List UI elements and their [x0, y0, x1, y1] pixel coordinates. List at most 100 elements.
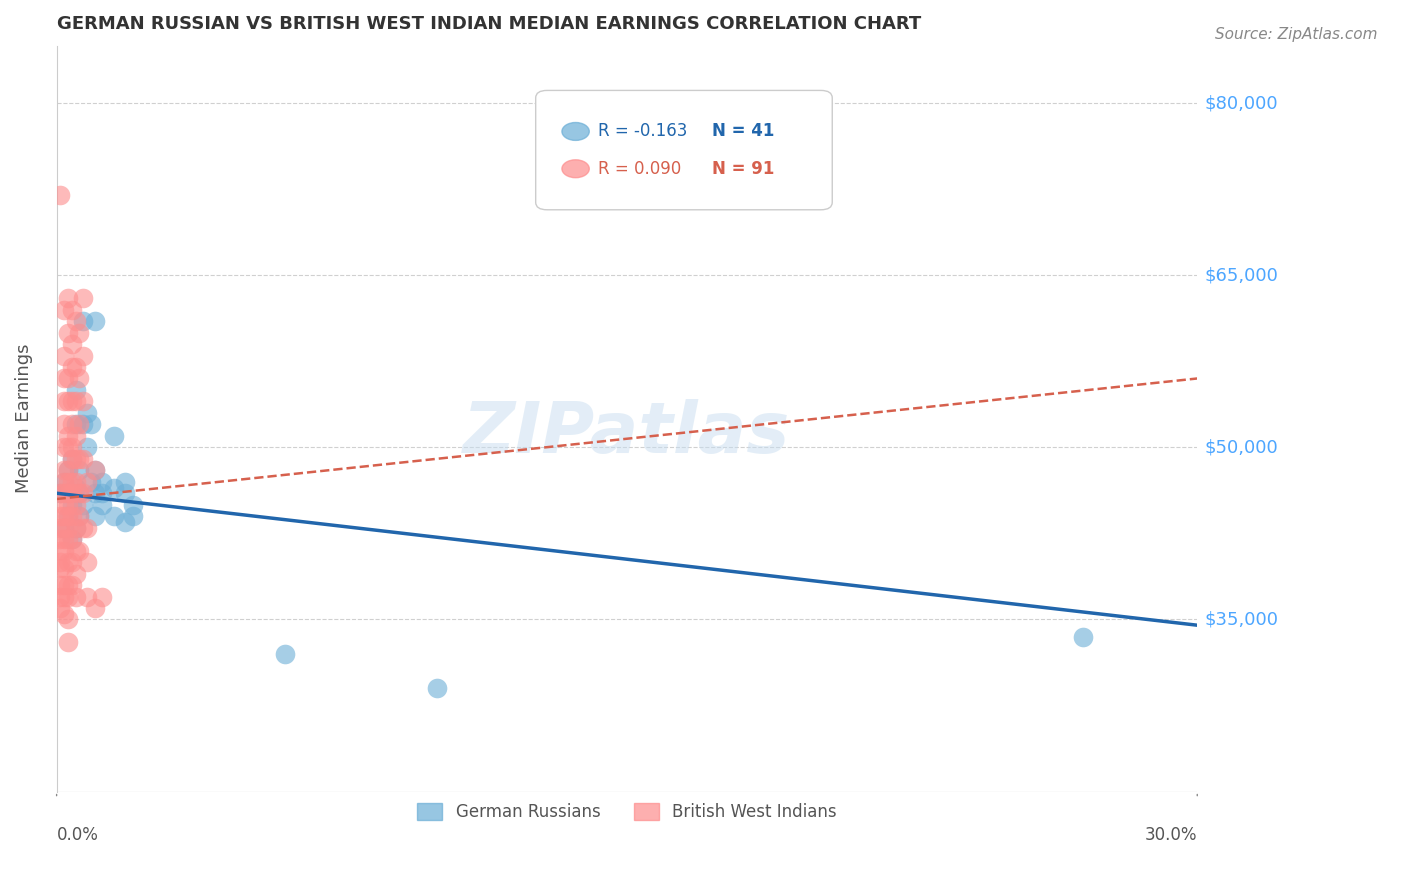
Point: [65, 475, 87, 489]
Point: [65, 481, 87, 495]
Point: [67, 509, 90, 524]
Text: GERMAN RUSSIAN VS BRITISH WEST INDIAN MEDIAN EARNINGS CORRELATION CHART: GERMAN RUSSIAN VS BRITISH WEST INDIAN ME…: [56, 15, 921, 33]
Text: Source: ZipAtlas.com: Source: ZipAtlas.com: [1215, 27, 1378, 42]
Circle shape: [562, 160, 589, 178]
Circle shape: [562, 122, 589, 140]
Point: [56, 440, 79, 454]
Point: [56, 521, 79, 535]
Point: [53, 498, 76, 512]
FancyBboxPatch shape: [536, 90, 832, 210]
Point: [60, 417, 83, 432]
Point: [53, 578, 76, 592]
Point: [56, 635, 79, 649]
Text: R = -0.163: R = -0.163: [599, 122, 688, 140]
Point: [67, 486, 90, 500]
Point: [53, 475, 76, 489]
Point: [65, 543, 87, 558]
Point: [60, 302, 83, 317]
Point: [80, 417, 103, 432]
Point: [67, 371, 90, 385]
Point: [76, 475, 98, 489]
Text: R = 0.090: R = 0.090: [599, 160, 682, 178]
Point: [121, 509, 143, 524]
Point: [56, 486, 79, 500]
Point: [72, 314, 94, 328]
Point: [65, 359, 87, 374]
Point: [426, 681, 449, 696]
Point: [91, 498, 114, 512]
Point: [56, 532, 79, 546]
Text: $50,000: $50,000: [1205, 438, 1278, 457]
Point: [72, 498, 94, 512]
Point: [103, 509, 125, 524]
Point: [49, 543, 72, 558]
Point: [76, 555, 98, 569]
Point: [53, 509, 76, 524]
Point: [103, 429, 125, 443]
Point: [65, 394, 87, 409]
Point: [67, 451, 90, 466]
Point: [60, 532, 83, 546]
Point: [53, 394, 76, 409]
Text: N = 41: N = 41: [713, 122, 775, 140]
Point: [72, 349, 94, 363]
Point: [76, 406, 98, 420]
Text: 0.0%: 0.0%: [56, 826, 98, 844]
Point: [65, 417, 87, 432]
Point: [72, 486, 94, 500]
Point: [83, 314, 105, 328]
Point: [56, 463, 79, 477]
Point: [83, 509, 105, 524]
Text: ZIPatlas: ZIPatlas: [463, 399, 790, 468]
Point: [53, 463, 76, 477]
Point: [56, 578, 79, 592]
Point: [56, 429, 79, 443]
Point: [91, 475, 114, 489]
Point: [114, 515, 136, 529]
Point: [65, 521, 87, 535]
Point: [65, 590, 87, 604]
Point: [65, 566, 87, 581]
Point: [53, 349, 76, 363]
Point: [60, 498, 83, 512]
Point: [67, 543, 90, 558]
Point: [83, 601, 105, 615]
Point: [49, 187, 72, 202]
Point: [72, 394, 94, 409]
Point: [56, 486, 79, 500]
Point: [65, 521, 87, 535]
Point: [72, 521, 94, 535]
Point: [65, 383, 87, 397]
Point: [76, 521, 98, 535]
Point: [49, 486, 72, 500]
Point: [76, 590, 98, 604]
Point: [60, 394, 83, 409]
Text: 30.0%: 30.0%: [1144, 826, 1198, 844]
Point: [72, 291, 94, 305]
Text: $65,000: $65,000: [1205, 266, 1278, 285]
Y-axis label: Median Earnings: Median Earnings: [15, 344, 32, 493]
Text: $80,000: $80,000: [1205, 94, 1278, 112]
Point: [56, 475, 79, 489]
Point: [56, 394, 79, 409]
Point: [65, 451, 87, 466]
Point: [67, 463, 90, 477]
Point: [53, 607, 76, 621]
Point: [53, 440, 76, 454]
Point: [53, 521, 76, 535]
Point: [53, 532, 76, 546]
Point: [60, 451, 83, 466]
Legend: German Russians, British West Indians: German Russians, British West Indians: [411, 797, 844, 828]
Point: [56, 463, 79, 477]
Point: [60, 509, 83, 524]
Point: [60, 440, 83, 454]
Point: [49, 578, 72, 592]
Point: [49, 590, 72, 604]
Point: [121, 498, 143, 512]
Point: [49, 561, 72, 575]
Point: [53, 371, 76, 385]
Point: [53, 590, 76, 604]
Point: [56, 590, 79, 604]
Point: [67, 486, 90, 500]
Point: [56, 555, 79, 569]
